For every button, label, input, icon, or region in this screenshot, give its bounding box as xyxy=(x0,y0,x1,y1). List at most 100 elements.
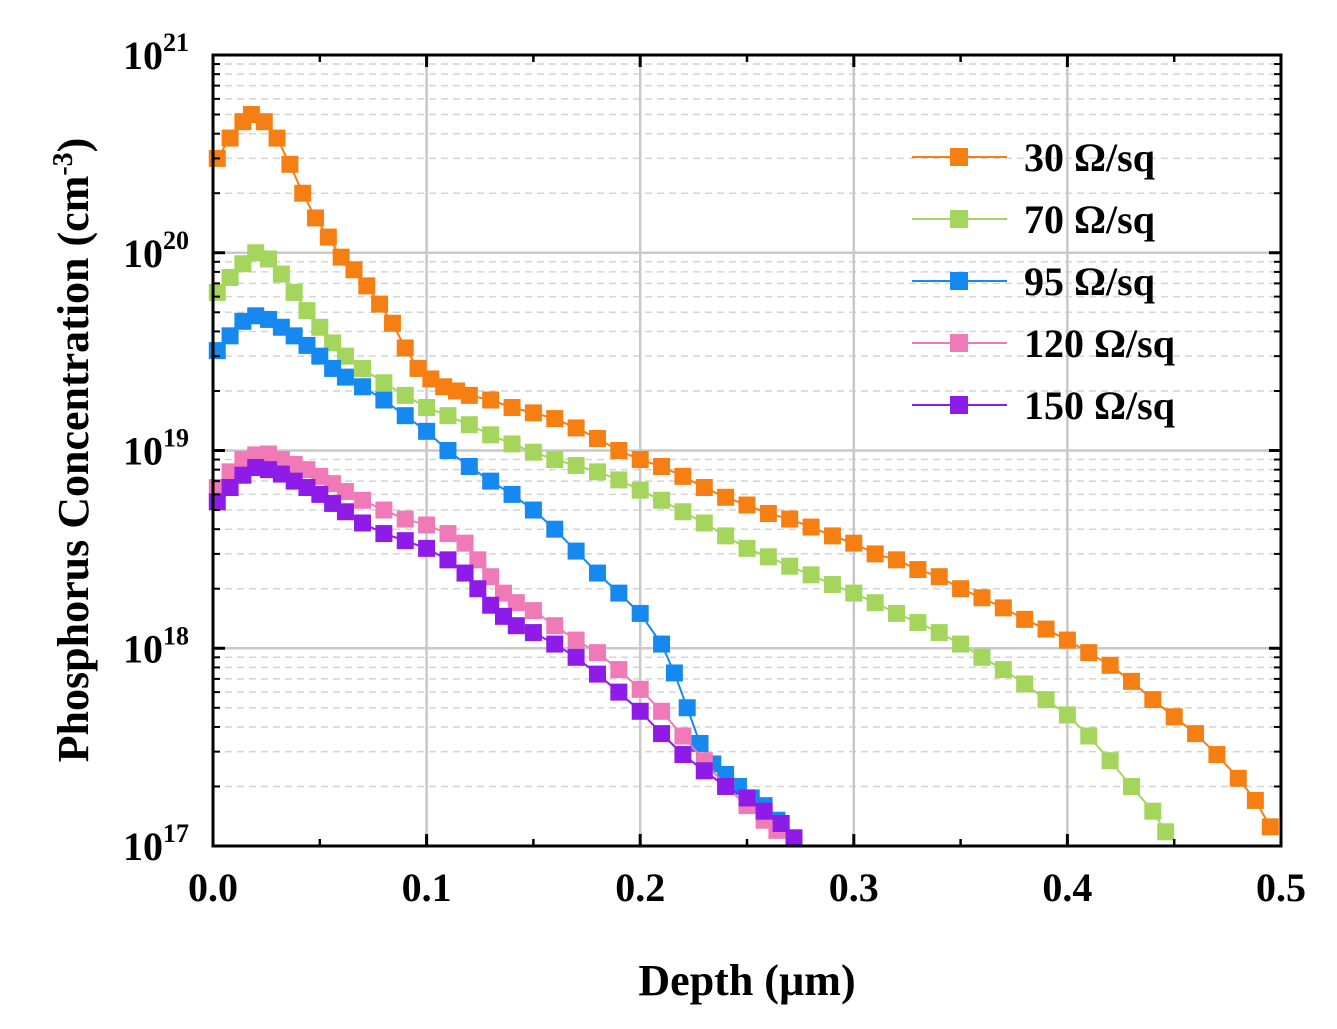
data-point xyxy=(494,607,512,625)
data-point xyxy=(631,481,649,499)
y-axis-title-close: ) xyxy=(49,138,98,153)
y-tick-exponent: 19 xyxy=(163,424,189,453)
y-tick-exponent: 20 xyxy=(163,226,189,255)
data-point xyxy=(631,702,649,720)
data-point xyxy=(952,580,970,598)
data-point xyxy=(336,368,354,386)
data-point xyxy=(469,551,487,569)
data-point xyxy=(546,617,564,635)
data-point xyxy=(631,680,649,698)
legend-marker xyxy=(950,334,968,352)
legend-item: 95 Ω/sq xyxy=(912,259,1155,304)
legend-marker xyxy=(950,210,968,228)
data-point xyxy=(336,483,354,501)
data-point xyxy=(311,347,329,365)
data-point xyxy=(456,534,474,552)
data-point xyxy=(482,472,500,490)
data-point xyxy=(494,584,512,602)
series-2 xyxy=(208,307,786,829)
data-point xyxy=(260,310,278,328)
y-tick-exponent: 17 xyxy=(163,819,189,848)
data-point xyxy=(567,542,585,560)
data-point xyxy=(1208,746,1226,764)
data-point xyxy=(358,277,376,295)
data-point xyxy=(456,564,474,582)
y-tick-base: 10 xyxy=(123,231,163,276)
data-point xyxy=(311,318,329,336)
data-point xyxy=(802,518,820,536)
data-point xyxy=(336,347,354,365)
legend-label: 150 Ω/sq xyxy=(1024,383,1175,428)
data-point xyxy=(973,589,991,607)
data-point xyxy=(653,702,671,720)
data-point xyxy=(546,635,564,653)
data-point xyxy=(1165,708,1183,726)
data-point xyxy=(503,435,521,453)
data-point xyxy=(435,378,453,396)
data-point xyxy=(567,456,585,474)
data-point xyxy=(1101,752,1119,770)
data-point xyxy=(375,374,393,392)
data-point xyxy=(546,451,564,469)
data-point xyxy=(930,568,948,586)
legend-marker xyxy=(950,148,968,166)
series-0 xyxy=(208,106,1279,836)
data-point xyxy=(546,520,564,538)
x-tick-label: 0.2 xyxy=(615,865,665,910)
y-axis-title: Phosphorus Concentration (cm-3) xyxy=(48,138,98,763)
data-point xyxy=(234,466,252,484)
data-point xyxy=(1037,620,1055,638)
data-point xyxy=(781,557,799,575)
data-point xyxy=(396,407,414,425)
data-point xyxy=(588,463,606,481)
data-point xyxy=(1016,675,1034,693)
data-point xyxy=(1261,818,1279,836)
data-point xyxy=(866,594,884,612)
x-axis-title: Depth (µm) xyxy=(638,956,855,1005)
x-tick-labels: 0.0 0.1 0.2 0.3 0.4 0.5 xyxy=(188,865,1306,910)
data-point xyxy=(1246,791,1264,809)
data-point xyxy=(285,455,303,473)
data-point xyxy=(674,467,692,485)
data-point xyxy=(674,746,692,764)
data-point xyxy=(247,244,265,262)
data-point xyxy=(354,491,372,509)
data-point xyxy=(332,248,350,266)
data-point xyxy=(678,699,696,717)
data-point xyxy=(260,250,278,268)
data-point xyxy=(375,501,393,519)
data-point xyxy=(247,459,265,477)
y-tick-exponent: 21 xyxy=(163,28,189,57)
data-point xyxy=(439,407,457,425)
data-point xyxy=(294,184,312,202)
data-point xyxy=(610,683,628,701)
data-point xyxy=(354,378,372,396)
data-point xyxy=(439,442,457,459)
data-point xyxy=(482,568,500,586)
legend-marker xyxy=(950,272,968,290)
series-1 xyxy=(208,244,1175,841)
data-point xyxy=(298,336,316,354)
data-point xyxy=(460,386,478,404)
data-point xyxy=(738,539,756,557)
data-point xyxy=(524,602,542,620)
data-point xyxy=(507,617,525,635)
data-point xyxy=(665,664,683,682)
data-point xyxy=(285,327,303,345)
data-point xyxy=(234,255,252,273)
data-point xyxy=(234,451,252,469)
data-point xyxy=(546,410,564,428)
data-point xyxy=(823,576,841,594)
data-point xyxy=(610,584,628,602)
data-point xyxy=(383,314,401,332)
data-point xyxy=(242,106,260,124)
legend-label: 95 Ω/sq xyxy=(1024,259,1155,304)
data-point xyxy=(324,494,342,512)
data-point xyxy=(524,501,542,519)
data-point xyxy=(221,478,239,496)
data-point xyxy=(375,391,393,409)
x-tick-label: 0.3 xyxy=(829,865,879,910)
data-point xyxy=(324,475,342,493)
data-point xyxy=(823,527,841,545)
